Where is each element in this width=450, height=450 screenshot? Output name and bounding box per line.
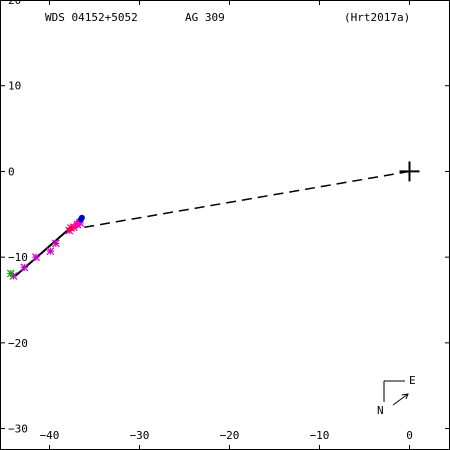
observation-asterisk	[67, 224, 76, 232]
x-tick-label: 0	[406, 429, 413, 442]
compass-north-label: N	[377, 404, 384, 417]
y-tick-label: 20	[8, 0, 21, 7]
wds-label: WDS 04152+5052	[45, 11, 138, 24]
y-tick-label: −30	[8, 423, 28, 436]
observation-asterisk	[20, 263, 29, 272]
observation-asterisk	[32, 253, 40, 262]
compass-arrowhead-icon	[401, 393, 409, 400]
x-tick-label: −40	[40, 429, 60, 442]
x-tick-label: −20	[220, 429, 240, 442]
pair-label: AG 309	[185, 11, 225, 24]
tick-labels: 20 10 0 −10 −20 −30 −40 −30 −20 −10 0	[8, 0, 413, 442]
y-tick-label: 10	[8, 80, 21, 93]
reference-label: (Hrt2017a)	[344, 11, 410, 24]
separation-connector	[79, 170, 410, 229]
compass-east-label: E	[409, 374, 416, 387]
y-tick-label: −20	[8, 337, 28, 350]
observation-asterisk	[51, 239, 60, 248]
connector-line	[79, 170, 410, 229]
x-tick-label: −10	[310, 429, 330, 442]
y-tick-label: 0	[8, 165, 15, 178]
observation-dot	[78, 216, 84, 223]
observation-asterisk	[6, 269, 15, 278]
primary-star-marker	[399, 161, 420, 182]
y-tick-label: −10	[8, 251, 28, 264]
compass-direction-arrow	[392, 393, 409, 406]
x-tick-label: −30	[130, 429, 150, 442]
observation-marks	[6, 214, 85, 280]
compass: E N	[377, 374, 416, 417]
observation-asterisk	[46, 247, 55, 256]
